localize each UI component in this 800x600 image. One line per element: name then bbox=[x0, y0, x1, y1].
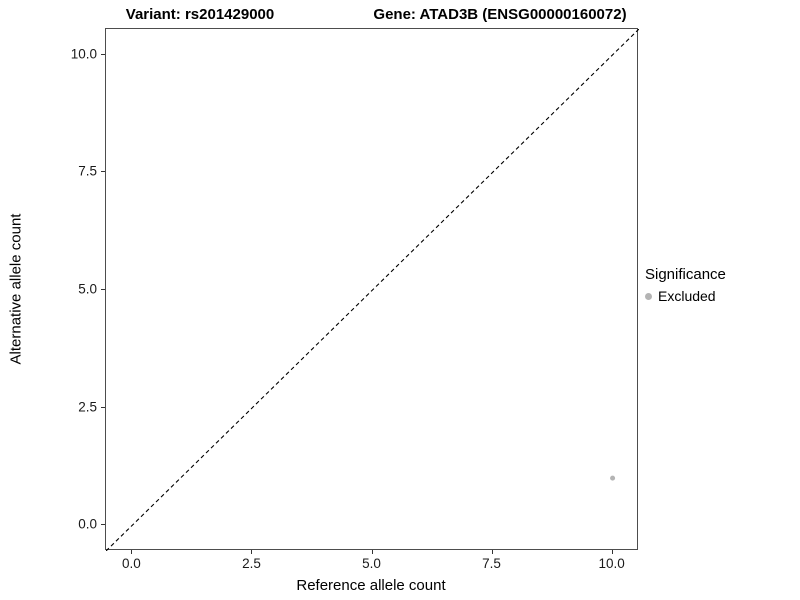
data-point bbox=[610, 475, 616, 481]
legend-item-label: Excluded bbox=[658, 288, 716, 304]
y-tick-label: 2.5 bbox=[78, 399, 97, 415]
x-tick-label: 7.5 bbox=[482, 556, 501, 571]
legend-item: Excluded bbox=[645, 288, 726, 304]
x-tick-mark bbox=[491, 550, 493, 554]
y-tick-mark bbox=[101, 406, 105, 408]
x-tick-label: 5.0 bbox=[362, 556, 381, 571]
x-tick-mark bbox=[251, 550, 253, 554]
x-axis-label: Reference allele count bbox=[296, 577, 446, 594]
y-tick-label: 7.5 bbox=[78, 163, 97, 179]
legend-point-icon bbox=[645, 292, 652, 300]
x-tick-label: 10.0 bbox=[598, 556, 625, 571]
plot-title-variant: Variant: rs201429000 bbox=[125, 6, 275, 23]
y-tick-mark bbox=[101, 524, 105, 526]
y-tick-label: 5.0 bbox=[78, 281, 97, 297]
y-tick-label: 0.0 bbox=[78, 516, 97, 532]
legend-title: Significance bbox=[645, 266, 726, 283]
plot-panel bbox=[105, 28, 639, 551]
x-tick-mark bbox=[371, 550, 373, 554]
x-tick-mark bbox=[611, 550, 613, 554]
y-tick-mark bbox=[101, 171, 105, 173]
plot-title-gene: Gene: ATAD3B (ENSG00000160072) bbox=[373, 6, 627, 23]
plot-canvas bbox=[106, 29, 639, 551]
legend: Significance Excluded bbox=[645, 266, 726, 304]
identity-line bbox=[106, 29, 639, 551]
y-tick-label: 10.0 bbox=[70, 46, 97, 62]
x-tick-mark bbox=[131, 550, 133, 554]
x-tick-label: 0.0 bbox=[122, 556, 141, 571]
y-tick-mark bbox=[101, 289, 105, 290]
y-tick-mark bbox=[101, 53, 105, 55]
x-tick-label: 2.5 bbox=[242, 556, 261, 571]
